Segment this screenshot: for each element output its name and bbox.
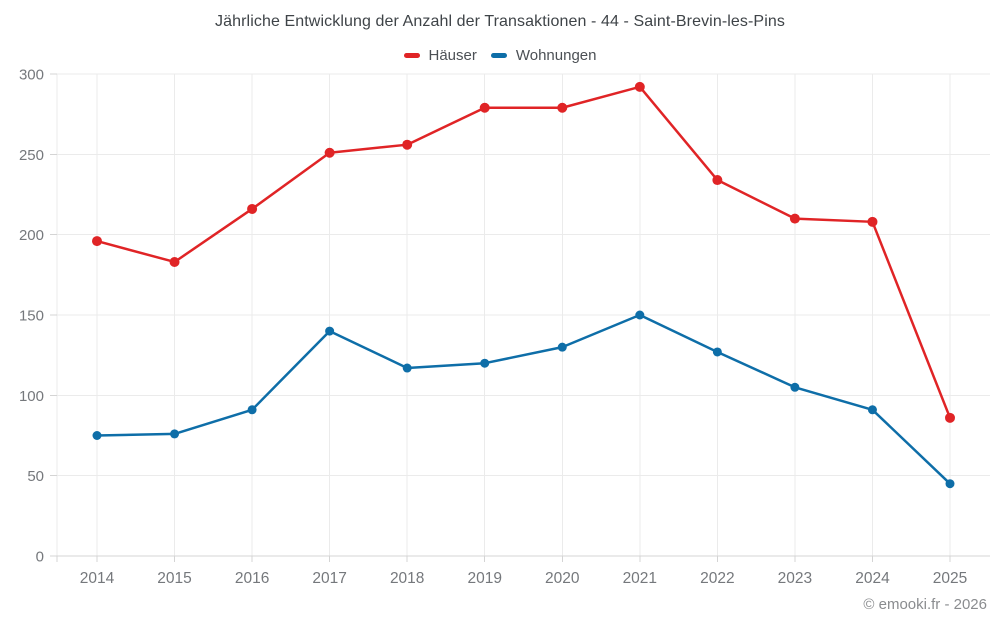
- x-tick-label: 2014: [80, 570, 115, 587]
- chart-title: Jährliche Entwicklung der Anzahl der Tra…: [215, 13, 785, 30]
- data-point[interactable]: [169, 256, 180, 267]
- data-point[interactable]: [867, 216, 878, 227]
- series-line: [95, 85, 952, 420]
- wohnungen-legend-label: Wohnungen: [515, 47, 597, 64]
- y-tick-label: 0: [36, 549, 44, 566]
- data-point[interactable]: [712, 347, 722, 357]
- data-point[interactable]: [479, 102, 490, 113]
- data-point[interactable]: [247, 405, 257, 415]
- y-tick-label: 250: [19, 147, 44, 164]
- haeuser-legend-swatch: [403, 53, 420, 58]
- data-point[interactable]: [480, 358, 490, 368]
- haeuser-legend-label: Häuser: [428, 47, 477, 64]
- x-tick-label: 2022: [700, 570, 734, 587]
- x-tick-label: 2015: [157, 570, 191, 587]
- data-point[interactable]: [557, 102, 568, 113]
- x-tick-label: 2023: [778, 570, 812, 587]
- y-tick-label: 50: [27, 468, 44, 485]
- wohnungen-legend-swatch: [490, 53, 507, 58]
- series-wohnungen[interactable]: [92, 310, 955, 489]
- y-axis-labels: 0 50 100 150 200 250 300: [19, 67, 44, 566]
- data-point[interactable]: [170, 429, 180, 439]
- data-point[interactable]: [402, 139, 413, 150]
- data-point[interactable]: [247, 203, 258, 214]
- series-haeuser[interactable]: [92, 81, 955, 423]
- x-tick-label: 2017: [312, 570, 346, 587]
- y-tick-label: 200: [19, 227, 44, 244]
- data-point[interactable]: [402, 363, 412, 373]
- data-point[interactable]: [634, 81, 645, 92]
- series-line: [95, 313, 952, 485]
- x-tick-label: 2025: [933, 570, 967, 587]
- x-tick-label: 2016: [235, 570, 269, 587]
- legend-item-wohnungen[interactable]: Wohnungen: [490, 47, 597, 64]
- data-point[interactable]: [324, 147, 335, 158]
- x-tick-label: 2024: [855, 570, 890, 587]
- data-point[interactable]: [92, 236, 102, 247]
- data-point[interactable]: [790, 382, 800, 392]
- x-axis-labels: 2014 2015 2016 2017 2018 2019 2020 2021 2022 2023…: [80, 570, 967, 587]
- gridlines: [56, 73, 990, 557]
- data-point[interactable]: [712, 175, 723, 186]
- x-tick-label: 2019: [467, 570, 501, 587]
- data-point[interactable]: [325, 326, 335, 336]
- data-point[interactable]: [945, 479, 955, 489]
- x-tick-label: 2021: [623, 570, 657, 587]
- chart-legend: Häuser Wohnungen: [0, 47, 1000, 64]
- y-tick-label: 100: [19, 388, 44, 405]
- data-point[interactable]: [635, 310, 645, 320]
- data-point[interactable]: [789, 213, 800, 224]
- legend-item-haeuser[interactable]: Häuser: [403, 47, 477, 64]
- data-point[interactable]: [867, 405, 877, 415]
- y-tick-label: 300: [19, 67, 44, 84]
- data-point[interactable]: [557, 342, 567, 352]
- x-tick-label: 2018: [390, 570, 424, 587]
- x-tick-label: 2020: [545, 570, 580, 587]
- axis-ticks: [50, 73, 951, 562]
- data-point[interactable]: [92, 431, 102, 440]
- data-point[interactable]: [945, 412, 955, 423]
- copyright-text: © emooki.fr - 2026: [863, 596, 987, 613]
- y-tick-label: 150: [19, 308, 44, 325]
